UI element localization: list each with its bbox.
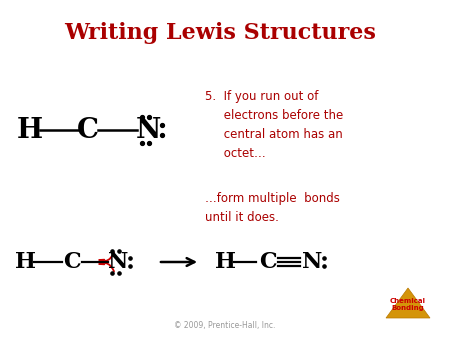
Text: H: H (14, 251, 36, 273)
FancyArrowPatch shape (99, 252, 114, 264)
Text: Writing Lewis Structures: Writing Lewis Structures (64, 22, 376, 44)
Text: Chemical
Bonding: Chemical Bonding (390, 298, 426, 311)
Text: 5.  If you run out of
     electrons before the
     central atom has an
     oc: 5. If you run out of electrons before th… (205, 90, 343, 160)
FancyArrowPatch shape (99, 260, 114, 271)
Text: H: H (17, 117, 43, 144)
Text: © 2009, Prentice-Hall, Inc.: © 2009, Prentice-Hall, Inc. (174, 321, 276, 330)
Text: C: C (77, 117, 99, 144)
Text: C: C (259, 251, 277, 273)
Text: N: N (108, 251, 128, 273)
Text: H: H (215, 251, 235, 273)
Text: C: C (63, 251, 81, 273)
Polygon shape (386, 288, 430, 318)
Text: …form multiple  bonds
until it does.: …form multiple bonds until it does. (205, 192, 340, 224)
Text: N: N (302, 251, 322, 273)
Text: N: N (135, 117, 161, 144)
